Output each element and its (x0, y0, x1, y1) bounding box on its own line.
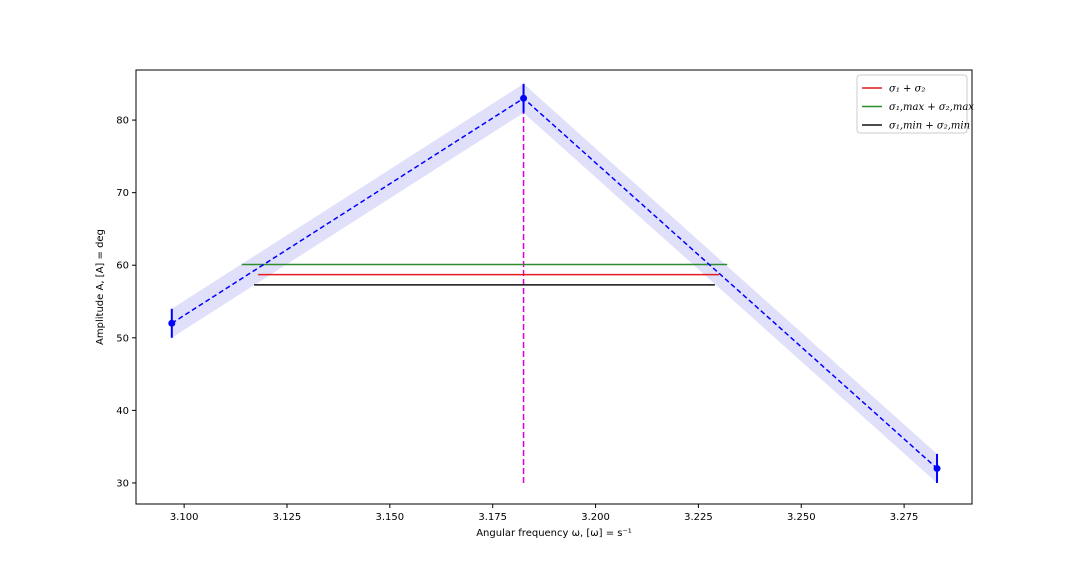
x-tick-label: 3.200 (581, 512, 610, 523)
y-tick-label: 60 (116, 261, 129, 272)
x-tick-label: 3.100 (170, 512, 199, 523)
x-tick-label: 3.275 (890, 512, 919, 523)
plot-area (168, 83, 941, 483)
x-tick-label: 3.150 (376, 512, 405, 523)
y-axis: 30 40 50 60 70 80 (116, 116, 136, 489)
x-axis-label: Angular frequency ω, [ω] = s⁻¹ (476, 528, 632, 539)
x-tick-label: 3.250 (787, 512, 816, 523)
data-point (933, 464, 941, 472)
y-tick-label: 40 (116, 406, 129, 417)
legend-label: σ₁ + σ₂ (889, 84, 925, 95)
x-tick-label: 3.175 (478, 512, 507, 523)
y-tick-label: 70 (116, 188, 129, 199)
legend: σ₁ + σ₂ σ₁,max + σ₂,max σ₁,min + σ₂,min (856, 74, 974, 134)
x-tick-label: 3.225 (684, 512, 713, 523)
y-axis-label: Amplitude A, [A] = deg (95, 229, 106, 345)
y-tick-label: 80 (116, 116, 129, 127)
axes-frame (135, 69, 973, 505)
data-point (168, 319, 176, 327)
y-tick-label: 50 (116, 333, 129, 344)
data-point (520, 94, 528, 102)
legend-box (856, 74, 968, 134)
legend-label: σ₁,min + σ₂,min (889, 121, 970, 132)
x-tick-label: 3.125 (273, 512, 302, 523)
y-tick-label: 30 (116, 478, 129, 489)
x-axis: 3.100 3.125 3.150 3.175 3.200 3.225 3.250 3.275 (170, 504, 919, 523)
legend-label: σ₁,max + σ₂,max (889, 102, 974, 113)
